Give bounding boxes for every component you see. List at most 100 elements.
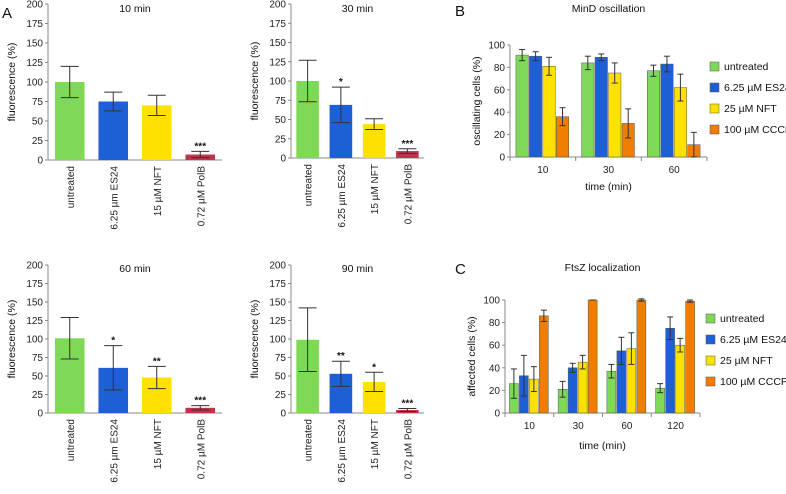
bar-series-4 (587, 299, 598, 414)
bar-4 (396, 151, 419, 158)
y-tick-label: 100 (26, 335, 43, 346)
y-tick-label: 0 (37, 409, 43, 420)
bar-series-3 (542, 66, 556, 158)
legend-label: 6.25 µM ES24 (720, 334, 786, 346)
significance-marker: *** (194, 141, 206, 152)
y-tick-label: 50 (275, 115, 287, 126)
bar-series-2 (594, 57, 608, 158)
legend-label: untreated (724, 61, 769, 73)
significance-marker: * (372, 362, 376, 373)
y-tick-label: 175 (26, 279, 43, 290)
x-tick-label: 6.25 µm ES24 (337, 164, 348, 228)
y-tick-label: 200 (26, 0, 43, 11)
significance-marker: ** (337, 351, 345, 362)
y-tick-label: 75 (32, 97, 44, 108)
legend-label: untreated (720, 313, 765, 325)
bar-series-1 (581, 62, 595, 158)
x-tick-label: 0.72 µM PolB (403, 164, 414, 225)
grouped-chart-2: FtsZ localization 0 20 40 60 80 100 affected ce… (466, 262, 786, 452)
x-tick-label: 10 (524, 421, 536, 432)
chart-title: FtsZ localization (565, 262, 641, 274)
y-tick-label: 100 (26, 78, 43, 89)
x-tick-label: untreated (304, 164, 315, 206)
panel-letter-b: B (455, 3, 465, 20)
y-tick-label: 75 (32, 353, 44, 364)
x-tick-label: 6.25 µm ES24 (109, 419, 120, 483)
legend-swatch (709, 103, 720, 114)
x-tick-label: 15 µM NFT (153, 166, 164, 216)
y-tick-label: 175 (269, 279, 286, 290)
x-tick-label: 10 (537, 165, 549, 176)
bar-series-1 (515, 54, 529, 158)
chart-title: 90 min (342, 263, 374, 275)
y-tick-label: 125 (26, 316, 43, 327)
legend-swatch (705, 355, 716, 366)
y-tick-label: 150 (26, 39, 43, 50)
bar-series-4 (539, 315, 549, 414)
legend-swatch (709, 124, 720, 135)
bar-series-4 (685, 300, 695, 414)
y-axis-label: fluorescence (%) (249, 42, 261, 121)
y-axis-label: fluorescence (%) (249, 300, 261, 379)
legend-label: 6.25 µM ES24 (724, 82, 786, 94)
y-tick-label: 100 (488, 41, 505, 52)
x-tick-label: 0.72 µM PolB (196, 419, 207, 480)
panel-letter-a: A (2, 5, 12, 22)
x-axis-label: time (min) (579, 440, 626, 452)
legend-swatch (705, 334, 716, 345)
fluorescence-chart-4: 90 min 0 25 50 75 100 125 150 175 200 fluorescence… (249, 261, 424, 483)
y-tick-label: 25 (275, 390, 287, 401)
legend-label: 25 µM NFT (720, 355, 773, 367)
y-tick-label: 150 (269, 298, 286, 309)
bar-series-2 (665, 328, 675, 414)
y-tick-label: 0 (499, 153, 505, 164)
y-tick-label: 20 (494, 130, 506, 141)
legend-label: 25 µM NFT (724, 103, 777, 115)
fluorescence-chart-2: 30 min 0 25 50 75 100 125 150 175 200 fluorescence… (249, 0, 424, 228)
x-tick-label: 60 (621, 421, 633, 432)
x-tick-label: untreated (304, 419, 315, 461)
significance-marker: * (111, 336, 115, 347)
bar-3 (362, 124, 386, 158)
y-tick-label: 60 (489, 341, 501, 352)
bar-2 (329, 373, 353, 413)
y-tick-label: 200 (269, 0, 286, 11)
x-tick-label: 15 µM NFT (370, 164, 381, 214)
bar-series-1 (646, 70, 660, 158)
legend-label: 100 µM CCCP (724, 124, 786, 136)
x-tick-label: 15 µM NFT (370, 419, 381, 469)
y-tick-label: 75 (275, 353, 287, 364)
bar-3 (362, 381, 386, 413)
legend-label: 100 µM CCCP (720, 376, 786, 388)
y-tick-label: 25 (32, 136, 44, 147)
chart-title: 60 min (119, 263, 151, 275)
x-tick-label: untreated (66, 166, 77, 208)
y-tick-label: 175 (269, 19, 286, 30)
x-tick-label: 6.25 µm ES24 (109, 166, 120, 230)
x-tick-label: 15 µM NFT (153, 419, 164, 469)
legend-swatch (705, 376, 716, 387)
x-tick-label: untreated (66, 419, 77, 461)
significance-marker: *** (402, 399, 414, 410)
significance-marker: *** (402, 139, 414, 150)
y-tick-label: 25 (32, 390, 44, 401)
x-axis-label: time (min) (585, 181, 632, 193)
x-tick-label: 0.72 µM PolB (196, 166, 207, 227)
y-tick-label: 150 (26, 298, 43, 309)
chart-title: MinD oscillation (572, 3, 646, 15)
legend-swatch (705, 313, 716, 324)
legend-swatch (709, 82, 720, 93)
y-axis-label: oscillating cells (%) (471, 56, 483, 145)
bar-series-3 (577, 361, 588, 414)
x-tick-label: 60 (669, 165, 681, 176)
y-tick-label: 80 (494, 63, 506, 74)
y-tick-label: 0 (494, 409, 500, 420)
bar-2 (329, 104, 353, 158)
bar-1 (296, 81, 319, 158)
bar-series-3 (608, 72, 622, 158)
panel-letter-c: C (455, 261, 466, 278)
y-axis-label: affected cells (%) (466, 316, 478, 396)
y-tick-label: 60 (494, 85, 506, 96)
fluorescence-chart-3: 60 min 0 25 50 75 100 125 150 175 200 fluorescence… (6, 261, 222, 483)
